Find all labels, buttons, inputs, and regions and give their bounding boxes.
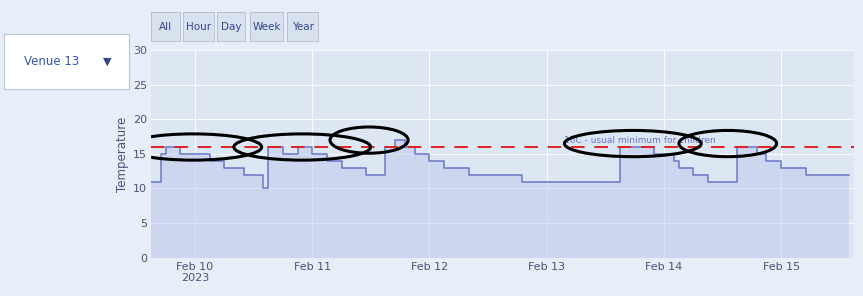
Text: Day: Day <box>221 22 242 32</box>
Text: Venue 13: Venue 13 <box>24 55 79 68</box>
Text: Hour: Hour <box>186 22 211 32</box>
Text: All: All <box>159 22 172 32</box>
Text: 16C - usual minimum for children: 16C - usual minimum for children <box>564 136 716 145</box>
Text: Week: Week <box>252 22 281 32</box>
Text: Year: Year <box>292 22 314 32</box>
Text: ▼: ▼ <box>103 57 111 66</box>
Y-axis label: Temperature: Temperature <box>116 116 129 192</box>
